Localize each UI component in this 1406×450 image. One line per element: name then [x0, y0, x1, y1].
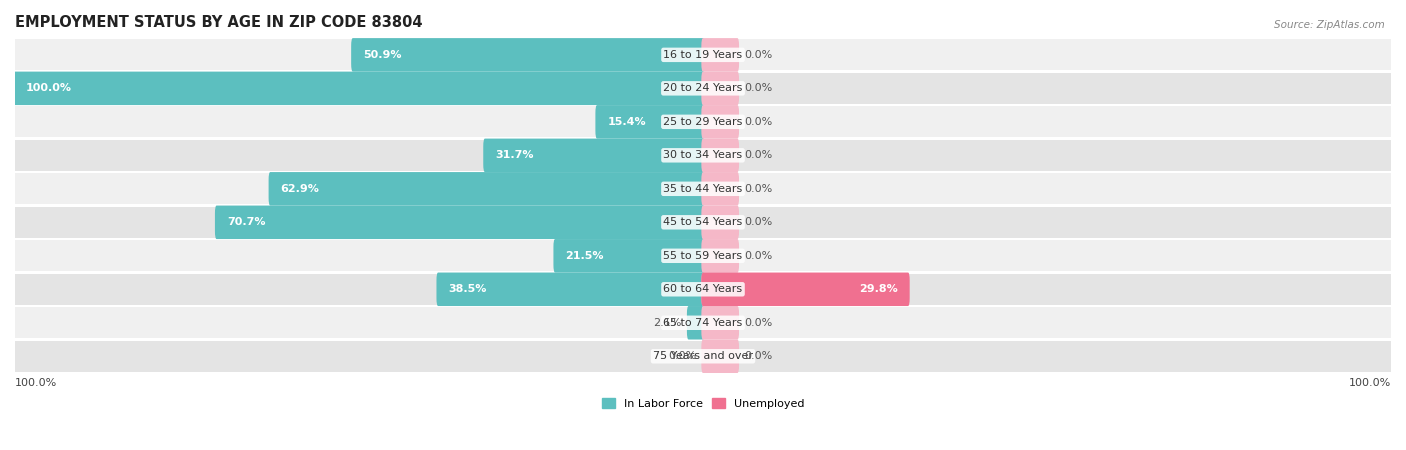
Text: 29.8%: 29.8%	[859, 284, 897, 294]
Text: 100.0%: 100.0%	[1348, 378, 1391, 388]
Text: 0.0%: 0.0%	[744, 117, 772, 127]
Text: 0.0%: 0.0%	[744, 251, 772, 261]
Bar	[15, 173, 1391, 204]
Text: EMPLOYMENT STATUS BY AGE IN ZIP CODE 83804: EMPLOYMENT STATUS BY AGE IN ZIP CODE 838…	[15, 15, 422, 30]
Text: 62.9%: 62.9%	[281, 184, 319, 194]
Text: 21.5%: 21.5%	[565, 251, 605, 261]
FancyBboxPatch shape	[702, 72, 740, 105]
Text: 55 to 59 Years: 55 to 59 Years	[664, 251, 742, 261]
Text: 15.4%: 15.4%	[607, 117, 645, 127]
FancyBboxPatch shape	[702, 273, 740, 306]
Text: 38.5%: 38.5%	[449, 284, 486, 294]
Text: 75 Years and over: 75 Years and over	[652, 351, 754, 361]
Bar	[15, 107, 1391, 137]
Text: 16 to 19 Years: 16 to 19 Years	[664, 50, 742, 60]
Text: 0.0%: 0.0%	[744, 50, 772, 60]
FancyBboxPatch shape	[702, 172, 740, 206]
Text: 65 to 74 Years: 65 to 74 Years	[664, 318, 742, 328]
Text: 0.0%: 0.0%	[744, 318, 772, 328]
FancyBboxPatch shape	[702, 239, 740, 273]
FancyBboxPatch shape	[702, 339, 740, 373]
Bar	[15, 341, 1391, 372]
FancyBboxPatch shape	[595, 105, 704, 139]
FancyBboxPatch shape	[702, 139, 740, 172]
FancyBboxPatch shape	[13, 72, 704, 105]
FancyBboxPatch shape	[352, 38, 704, 72]
Legend: In Labor Force, Unemployed: In Labor Force, Unemployed	[599, 396, 807, 411]
Text: 0.0%: 0.0%	[744, 150, 772, 160]
FancyBboxPatch shape	[484, 139, 704, 172]
FancyBboxPatch shape	[702, 306, 740, 339]
Text: Source: ZipAtlas.com: Source: ZipAtlas.com	[1274, 20, 1385, 30]
FancyBboxPatch shape	[554, 239, 704, 273]
Bar	[15, 307, 1391, 338]
Text: 45 to 54 Years: 45 to 54 Years	[664, 217, 742, 227]
Text: 70.7%: 70.7%	[226, 217, 266, 227]
FancyBboxPatch shape	[215, 206, 704, 239]
FancyBboxPatch shape	[702, 38, 740, 72]
Bar	[15, 240, 1391, 271]
Text: 100.0%: 100.0%	[15, 378, 58, 388]
FancyBboxPatch shape	[688, 306, 704, 339]
FancyBboxPatch shape	[269, 172, 704, 206]
FancyBboxPatch shape	[702, 273, 910, 306]
Text: 2.1%: 2.1%	[654, 318, 682, 328]
Text: 0.0%: 0.0%	[744, 184, 772, 194]
Text: 0.0%: 0.0%	[744, 351, 772, 361]
Text: 0.0%: 0.0%	[668, 351, 696, 361]
Text: 31.7%: 31.7%	[495, 150, 534, 160]
Bar	[15, 73, 1391, 104]
Text: 50.9%: 50.9%	[363, 50, 402, 60]
Text: 0.0%: 0.0%	[744, 217, 772, 227]
FancyBboxPatch shape	[702, 105, 740, 139]
Text: 100.0%: 100.0%	[25, 83, 72, 93]
FancyBboxPatch shape	[702, 206, 740, 239]
Text: 35 to 44 Years: 35 to 44 Years	[664, 184, 742, 194]
Bar	[15, 140, 1391, 171]
FancyBboxPatch shape	[436, 273, 704, 306]
Bar	[15, 274, 1391, 305]
Text: 25 to 29 Years: 25 to 29 Years	[664, 117, 742, 127]
Text: 20 to 24 Years: 20 to 24 Years	[664, 83, 742, 93]
Bar	[15, 40, 1391, 70]
Text: 30 to 34 Years: 30 to 34 Years	[664, 150, 742, 160]
Text: 0.0%: 0.0%	[744, 83, 772, 93]
Bar	[15, 207, 1391, 238]
Text: 60 to 64 Years: 60 to 64 Years	[664, 284, 742, 294]
